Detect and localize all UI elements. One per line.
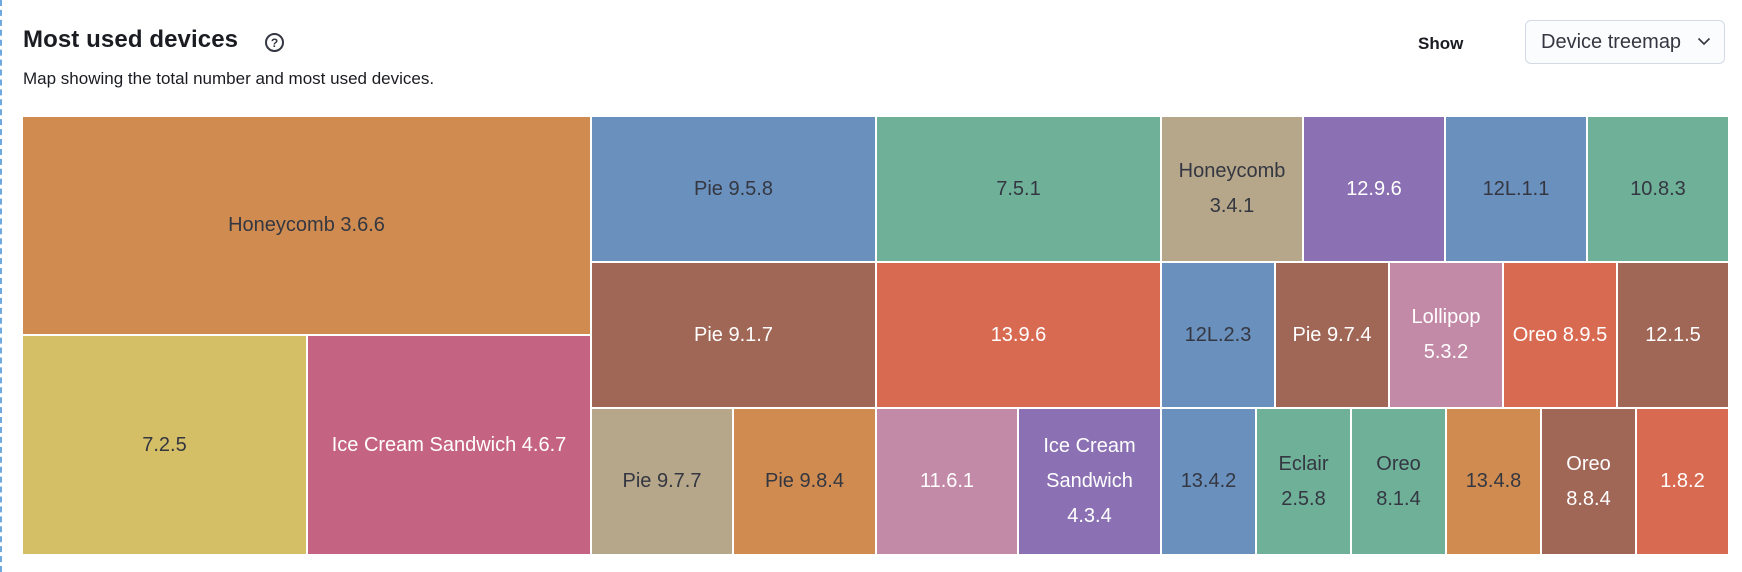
treemap-cell-label: 12L.2.3 xyxy=(1184,323,1252,346)
treemap-cell-label: 12.9.6 xyxy=(1346,177,1402,200)
panel-left-border xyxy=(0,0,2,572)
treemap-cell[interactable]: 13.9.6 xyxy=(877,263,1160,407)
treemap-cell[interactable]: 12L.2.3 xyxy=(1162,263,1274,407)
treemap-cell-label: 1.8.2 xyxy=(1660,470,1705,492)
treemap-cell[interactable]: Pie 9.7.4 xyxy=(1276,263,1388,407)
treemap-cell[interactable]: Pie 9.7.7 xyxy=(592,409,732,554)
treemap-cell[interactable]: 13.4.8 xyxy=(1447,409,1540,554)
treemap-cell[interactable]: Pie 9.1.7 xyxy=(592,263,875,407)
treemap-cell[interactable]: 12L.1.1 xyxy=(1446,117,1586,261)
panel-subtitle: Map showing the total number and most us… xyxy=(23,69,435,88)
treemap-cell[interactable]: 1.8.2 xyxy=(1637,409,1728,554)
treemap-cell[interactable]: 12.9.6 xyxy=(1304,117,1444,261)
treemap-cell[interactable]: Lollipop 5.3.2 xyxy=(1390,263,1502,407)
treemap-cell-label: 7.2.5 xyxy=(142,433,187,456)
treemap-cell-label: Pie 9.8.4 xyxy=(765,470,844,492)
treemap-cell-label: 7.5.1 xyxy=(996,177,1041,200)
treemap-cell-label: Lollipop 5.3.2 xyxy=(1411,306,1481,363)
treemap-cell-label: Pie 9.7.7 xyxy=(622,470,702,492)
treemap-cell[interactable]: 10.8.3 xyxy=(1588,117,1728,261)
question-circle-icon[interactable]: ? xyxy=(265,33,284,52)
treemap-cell-label: 12L.1.1 xyxy=(1482,177,1550,200)
treemap-cell-label: 12.1.5 xyxy=(1645,323,1701,346)
treemap-cell[interactable]: Oreo 8.1.4 xyxy=(1352,409,1445,554)
treemap-cell[interactable]: 13.4.2 xyxy=(1162,409,1255,554)
panel-title: Most used devices xyxy=(23,26,239,53)
treemap-cell-label: Pie 9.7.4 xyxy=(1292,323,1372,346)
treemap-cell-label: Eclair 2.5.8 xyxy=(1278,452,1329,510)
treemap-cell-label: Oreo 8.1.4 xyxy=(1376,452,1421,510)
treemap-cell-label: Oreo 8.9.5 xyxy=(1512,323,1608,346)
treemap-cell[interactable]: Pie 9.8.4 xyxy=(734,409,875,554)
treemap-cell-label: Honeycomb 3.4.1 xyxy=(1178,160,1286,217)
treemap-cell[interactable]: Ice Cream Sandwich 4.3.4 xyxy=(1019,409,1160,554)
treemap-cell[interactable]: Ice Cream Sandwich 4.6.7 xyxy=(308,336,590,554)
treemap-cell-label: 13.9.6 xyxy=(990,323,1047,346)
treemap-cell-label: Pie 9.1.7 xyxy=(694,323,773,346)
treemap-cell[interactable]: Oreo 8.9.5 xyxy=(1504,263,1616,407)
treemap-cell[interactable]: Pie 9.5.8 xyxy=(592,117,875,261)
treemap-cell[interactable]: Honeycomb 3.4.1 xyxy=(1162,117,1302,261)
treemap-cell[interactable]: Honeycomb 3.6.6 xyxy=(23,117,590,334)
treemap-cell-label: Ice Cream Sandwich 4.3.4 xyxy=(1043,435,1136,527)
treemap-cell-label: Ice Cream Sandwich 4.6.7 xyxy=(331,433,567,456)
treemap-cell-label: Pie 9.5.8 xyxy=(694,177,773,200)
treemap-cell[interactable]: 11.6.1 xyxy=(877,409,1017,554)
view-select[interactable]: Device treemap xyxy=(1525,20,1725,64)
view-select-value: Device treemap xyxy=(1541,30,1682,53)
treemap-cell[interactable]: Eclair 2.5.8 xyxy=(1257,409,1350,554)
treemap-cell[interactable]: 7.2.5 xyxy=(23,336,306,554)
treemap-cell[interactable]: 7.5.1 xyxy=(877,117,1160,261)
chevron-down-icon xyxy=(1697,37,1711,46)
treemap-cell-label: 13.4.8 xyxy=(1465,470,1522,492)
treemap-cell-label: Honeycomb 3.6.6 xyxy=(228,214,385,236)
treemap-cell-label: Oreo 8.8.4 xyxy=(1566,452,1611,510)
treemap-cell-label: 11.6.1 xyxy=(919,470,975,492)
treemap-cell-label: 10.8.3 xyxy=(1630,177,1686,200)
treemap-cell[interactable]: Oreo 8.8.4 xyxy=(1542,409,1635,554)
treemap-cell-label: 13.4.2 xyxy=(1180,470,1237,492)
show-label: Show xyxy=(1418,34,1464,53)
treemap-cell[interactable]: 12.1.5 xyxy=(1618,263,1728,407)
